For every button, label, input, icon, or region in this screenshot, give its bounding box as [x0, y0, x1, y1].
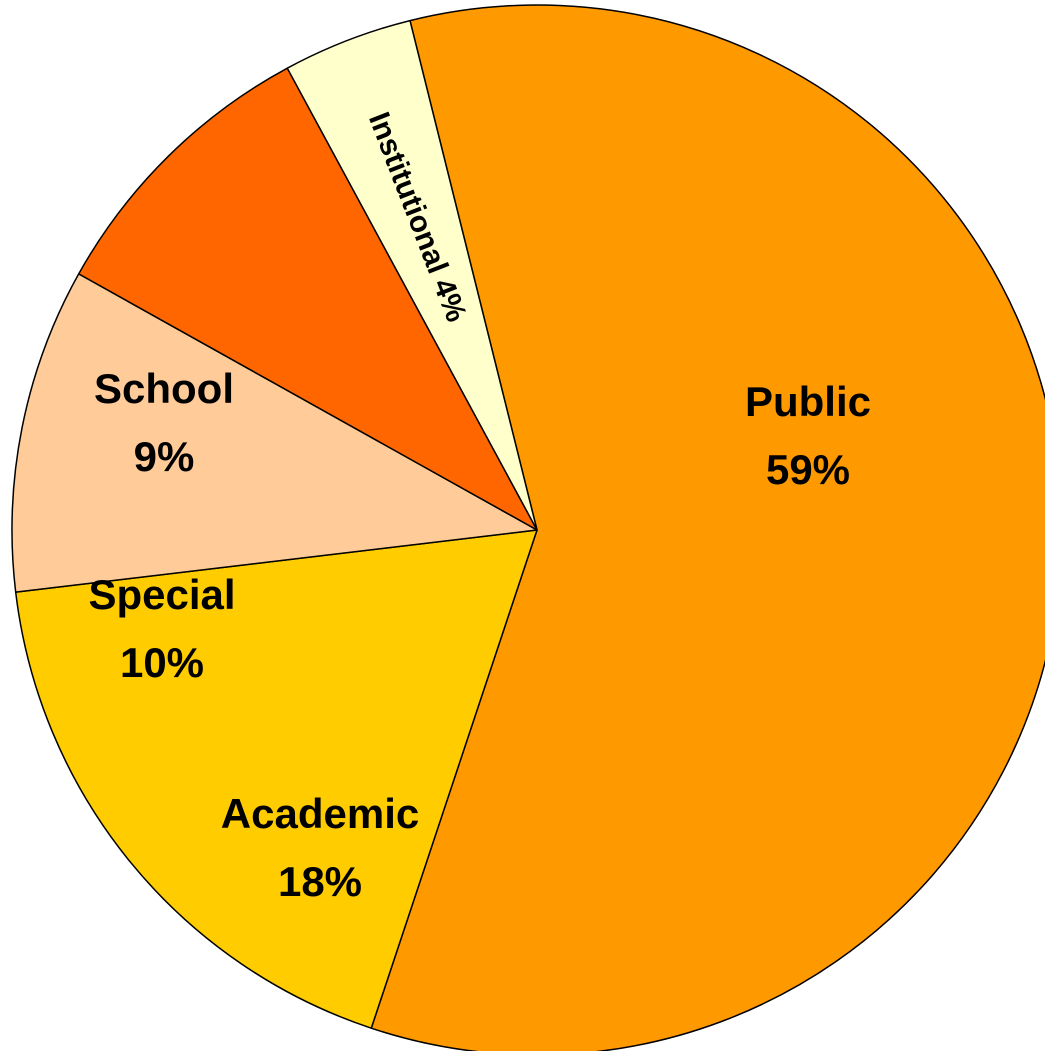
pie-slice-academic: [14, 529, 538, 1029]
pie-slices: [11, 4, 1045, 1051]
pie-labels: Public59%Academic18%Special10%School9%In…: [88, 108, 871, 905]
slice-value-academic: 18%: [278, 858, 362, 905]
slice-label-academic: Academic: [221, 790, 419, 837]
slice-value-special: 10%: [120, 639, 204, 686]
slice-label-special: Special: [88, 571, 235, 618]
slice-label-school: School: [94, 365, 234, 412]
pie-slice-institutional: [286, 19, 538, 531]
pie-slice-special: [11, 273, 538, 593]
slice-value-public: 59%: [766, 446, 850, 493]
pie-slice-school: [77, 67, 538, 531]
slice-label-public: Public: [745, 378, 871, 425]
pie-slice-public: [370, 4, 1045, 1051]
slice-value-school: 9%: [134, 433, 195, 480]
